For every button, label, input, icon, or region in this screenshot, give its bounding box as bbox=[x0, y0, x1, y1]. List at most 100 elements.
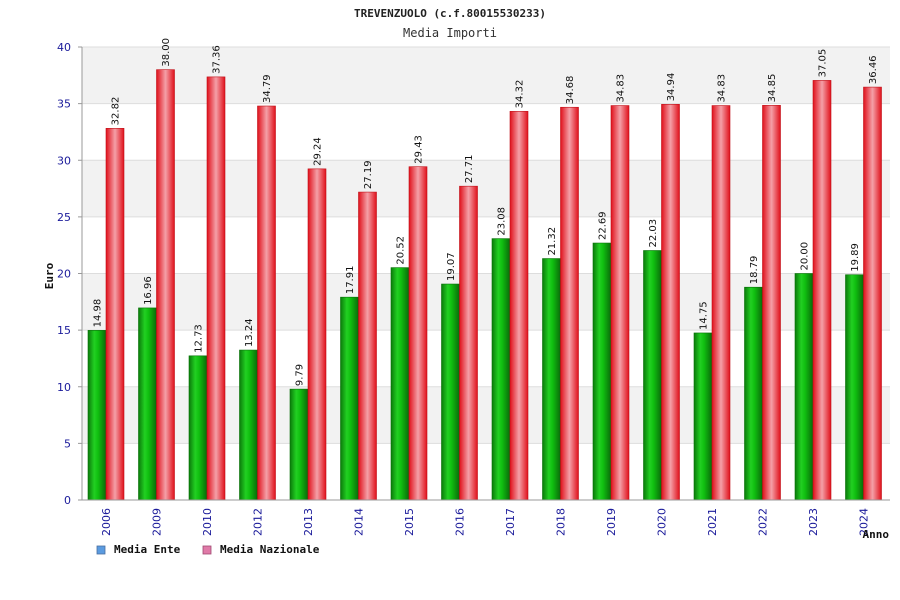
bar-media-ente bbox=[87, 330, 107, 501]
legend-item-media-nazionale: Media Nazionale bbox=[202, 543, 320, 556]
y-tick-label: 0 bbox=[64, 494, 71, 507]
bar-media-ente bbox=[138, 307, 157, 501]
x-tick-label: 2013 bbox=[302, 508, 315, 536]
value-label: 36.46 bbox=[868, 55, 879, 84]
bar-media-ente bbox=[390, 267, 410, 501]
y-tick-label: 25 bbox=[57, 211, 71, 224]
legend-label-media-ente: Media Ente bbox=[114, 543, 181, 556]
value-label: 34.68 bbox=[565, 76, 576, 105]
bar-media-nazionale bbox=[509, 111, 529, 501]
value-label: 22.03 bbox=[648, 219, 659, 248]
bar-media-nazionale bbox=[560, 106, 579, 501]
value-label: 20.52 bbox=[396, 236, 407, 265]
value-label: 29.43 bbox=[414, 135, 425, 164]
x-tick-label: 2022 bbox=[757, 508, 770, 536]
x-tick-label: 2009 bbox=[151, 508, 164, 536]
bar-media-nazionale bbox=[358, 191, 377, 501]
x-tick-label: 2015 bbox=[403, 508, 416, 536]
bar-media-ente bbox=[491, 238, 511, 501]
value-label: 34.83 bbox=[717, 74, 728, 103]
value-label: 16.96 bbox=[143, 276, 154, 305]
x-axis-label: Anno bbox=[863, 528, 890, 541]
legend-label-media-nazionale: Media Nazionale bbox=[220, 543, 320, 556]
value-label: 37.05 bbox=[818, 49, 829, 78]
y-tick-label: 35 bbox=[57, 98, 71, 111]
bar-media-nazionale bbox=[307, 168, 327, 501]
value-label: 27.71 bbox=[464, 155, 475, 184]
value-label: 13.24 bbox=[244, 318, 255, 347]
value-label: 21.32 bbox=[547, 227, 558, 256]
x-tick-label: 2018 bbox=[555, 508, 568, 536]
x-tick-label: 2014 bbox=[353, 508, 366, 536]
y-tick-label: 15 bbox=[57, 324, 71, 337]
bar-media-ente bbox=[340, 296, 359, 501]
x-tick-label: 2019 bbox=[605, 508, 618, 536]
value-label: 9.79 bbox=[295, 364, 306, 386]
bar-media-nazionale bbox=[711, 105, 731, 501]
x-tick-label: 2023 bbox=[807, 508, 820, 536]
bar-media-nazionale bbox=[105, 128, 125, 501]
value-labels: 14.98 32.82 16.96 38.00 12.73 37.36 13.24 34.79… bbox=[93, 38, 880, 386]
bar-media-nazionale bbox=[408, 166, 428, 501]
value-label: 34.79 bbox=[262, 74, 273, 103]
value-label: 32.82 bbox=[111, 97, 122, 126]
value-label: 34.83 bbox=[616, 74, 627, 103]
value-label: 12.73 bbox=[194, 324, 205, 353]
value-label: 34.32 bbox=[515, 80, 526, 109]
bar-media-nazionale bbox=[206, 76, 226, 501]
x-tick-label: 2006 bbox=[100, 508, 113, 536]
value-label: 22.69 bbox=[598, 211, 609, 240]
x-tick-label: 2024 bbox=[858, 508, 871, 536]
x-tick-label: 2010 bbox=[201, 508, 214, 536]
value-label: 23.08 bbox=[497, 207, 508, 236]
value-label: 37.36 bbox=[212, 45, 223, 74]
value-label: 17.91 bbox=[345, 266, 356, 295]
value-label: 34.85 bbox=[767, 74, 778, 103]
bar-media-ente bbox=[794, 273, 814, 501]
bar-media-ente bbox=[845, 274, 864, 501]
y-tick-label: 20 bbox=[57, 268, 71, 281]
chart-title: TREVENZUOLO (c.f.80015530233) bbox=[354, 7, 546, 20]
bar-media-nazionale bbox=[459, 185, 478, 501]
x-tick-label: 2016 bbox=[454, 508, 467, 536]
x-tick-label: 2020 bbox=[656, 508, 669, 536]
bar-media-nazionale bbox=[762, 105, 781, 501]
bar-media-ente bbox=[693, 332, 713, 501]
bar-media-ente bbox=[744, 286, 763, 501]
bar-media-ente bbox=[289, 388, 309, 501]
value-label: 38.00 bbox=[161, 38, 172, 67]
value-label: 14.75 bbox=[699, 301, 710, 330]
x-tick-label: 2021 bbox=[706, 508, 719, 536]
y-tick-label: 5 bbox=[64, 437, 71, 450]
value-label: 14.98 bbox=[93, 299, 104, 328]
value-label: 27.19 bbox=[363, 160, 374, 189]
bar-media-ente bbox=[643, 250, 662, 501]
y-tick-label: 10 bbox=[57, 381, 71, 394]
legend-item-media-ente: Media Ente bbox=[96, 543, 181, 556]
value-label: 18.79 bbox=[749, 256, 760, 285]
bar-media-ente bbox=[188, 355, 208, 501]
x-axis-ticks: 2006 2009 2010 2012 2013 2014 2015 2016 2017 2018… bbox=[100, 508, 871, 536]
bar-media-ente bbox=[441, 283, 460, 501]
bar-media-ente bbox=[542, 258, 561, 501]
y-tick-label: 40 bbox=[57, 41, 71, 54]
value-label: 34.94 bbox=[666, 73, 677, 102]
legend: Media Ente Media Nazionale bbox=[96, 543, 320, 556]
bar-media-nazionale bbox=[812, 80, 832, 501]
legend-swatch-media-nazionale bbox=[202, 545, 212, 555]
bar-media-nazionale bbox=[661, 104, 680, 501]
bar-media-ente bbox=[592, 242, 612, 501]
x-tick-label: 2012 bbox=[252, 508, 265, 536]
value-label: 19.89 bbox=[850, 243, 861, 272]
y-tick-label: 30 bbox=[57, 154, 71, 167]
bar-media-nazionale bbox=[156, 69, 175, 501]
chart-subtitle: Media Importi bbox=[403, 26, 497, 40]
bar-media-nazionale bbox=[610, 105, 630, 501]
bar-media-nazionale bbox=[863, 86, 882, 501]
legend-swatch-media-ente bbox=[96, 545, 106, 555]
bar-media-ente bbox=[239, 349, 258, 501]
y-axis-label: Euro bbox=[43, 262, 56, 289]
x-tick-label: 2017 bbox=[504, 508, 517, 536]
y-axis-ticks: 0 5 10 15 20 25 30 35 40 bbox=[57, 41, 71, 507]
